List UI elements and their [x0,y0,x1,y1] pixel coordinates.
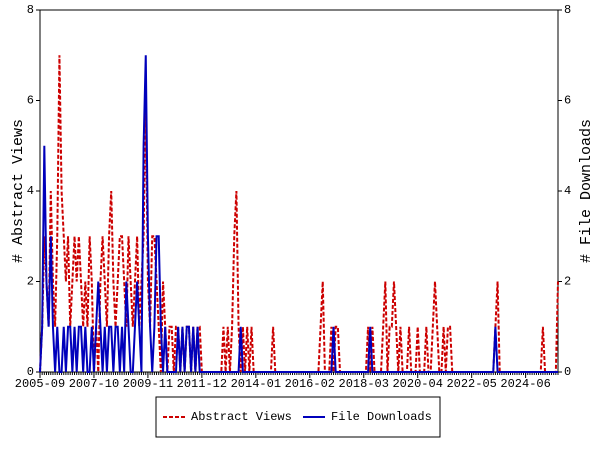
y-axis-label: # Abstract Views [10,119,27,263]
y2-tick-label: 4 [564,184,571,198]
x-tick-label: 2024-06 [500,377,550,391]
y-tick-label: 6 [27,94,34,108]
x-tick-label: 2014-01 [231,377,281,391]
x-tick-label: 2016-02 [285,377,335,391]
x-tick-label: 2020-04 [392,377,442,391]
y-tick-label: 4 [27,184,34,198]
x-tick-label: 2005-09 [15,377,65,391]
legend-box [155,396,441,438]
y2-tick-label: 0 [564,365,571,379]
x-tick-label: 2007-10 [69,377,119,391]
x-tick-label: 2022-05 [446,377,496,391]
legend-label: File Downloads [331,410,432,424]
y-tick-label: 8 [27,3,34,17]
legend-label: Abstract Views [191,410,292,424]
x-tick-label: 2018-03 [339,377,389,391]
y2-tick-label: 2 [564,275,571,289]
x-tick-label: 2011-12 [177,377,227,391]
y-tick-label: 2 [27,275,34,289]
y2-axis-label: # File Downloads [578,119,595,263]
y-tick-label: 0 [27,365,34,379]
x-tick-label: 2009-11 [123,377,173,391]
series-line [39,55,558,373]
y2-tick-label: 6 [564,94,571,108]
y2-tick-label: 8 [564,3,571,17]
